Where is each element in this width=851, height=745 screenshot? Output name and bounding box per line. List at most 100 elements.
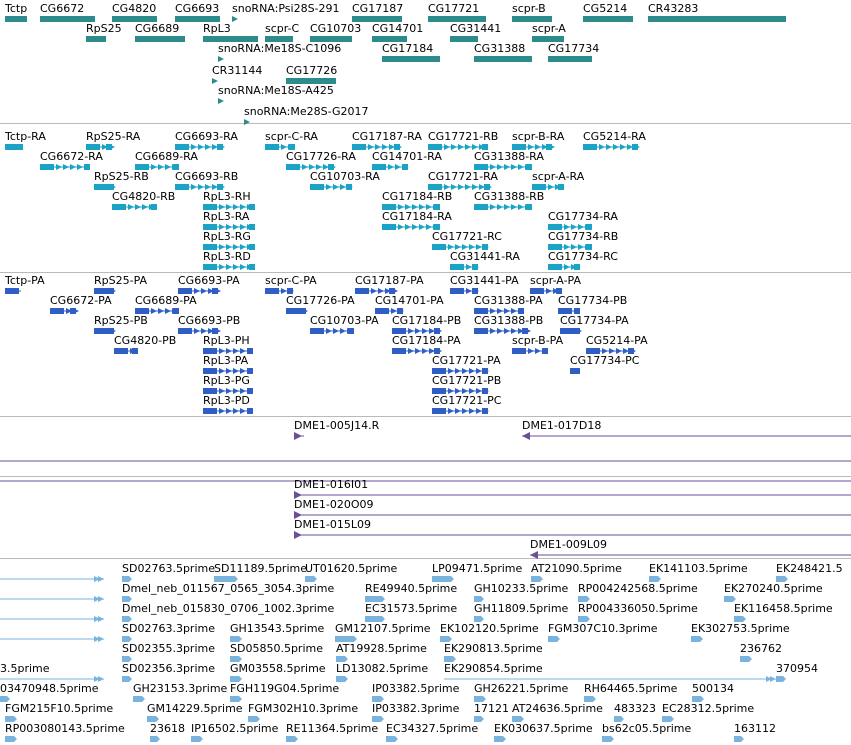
feature-ests[interactable]: IP03382.3prime — [372, 702, 459, 722]
feature-glyph[interactable] — [740, 655, 752, 663]
feature-glyph[interactable] — [474, 55, 532, 63]
feature-cds[interactable]: CG4820-PB — [114, 334, 176, 354]
feature-glyph[interactable] — [548, 243, 592, 251]
feature-glyph[interactable] — [336, 675, 348, 683]
feature-glyph[interactable] — [5, 15, 27, 23]
feature-glyph[interactable] — [0, 457, 851, 465]
feature-glyph[interactable] — [602, 735, 614, 743]
feature-ests[interactable]: SD02763.5prime — [122, 562, 215, 582]
feature-glyph[interactable] — [310, 35, 352, 43]
feature-transcripts[interactable]: CG17184-RB — [382, 190, 452, 210]
feature-cds[interactable]: CG17734-PC — [570, 354, 639, 375]
feature-glyph[interactable] — [512, 15, 552, 23]
feature-glyph[interactable] — [191, 735, 203, 743]
feature-transcripts[interactable]: CG17187-RA — [352, 130, 422, 150]
feature-ests[interactable]: 03470948.5prime — [0, 682, 99, 702]
feature-glyph[interactable] — [586, 347, 636, 355]
feature-gene-span[interactable]: scpr-B — [512, 2, 552, 23]
feature-glyph[interactable] — [474, 307, 524, 315]
feature-transcripts[interactable]: CG17726-RA — [286, 150, 356, 170]
feature-clones[interactable] — [0, 444, 851, 462]
feature-glyph[interactable] — [382, 55, 440, 63]
feature-gene-span[interactable]: RpS25 — [86, 22, 122, 42]
feature-glyph[interactable] — [175, 15, 220, 23]
feature-glyph[interactable] — [352, 15, 402, 23]
feature-transcripts[interactable]: CG10703-RA — [310, 170, 380, 190]
feature-glyph[interactable] — [474, 163, 532, 171]
feature-cds[interactable]: CG6693-PA — [178, 274, 240, 295]
feature-glyph[interactable] — [428, 143, 488, 151]
feature-transcripts[interactable]: RpS25-RA — [86, 130, 140, 150]
feature-ests[interactable]: LP09471.5prime — [432, 562, 522, 582]
feature-glyph[interactable] — [147, 715, 159, 723]
feature-glyph[interactable] — [230, 675, 242, 683]
feature-glyph[interactable] — [294, 511, 851, 519]
feature-gene-span[interactable]: CG14701 — [372, 22, 423, 42]
feature-transcripts[interactable]: CG6693-RA — [175, 130, 238, 150]
feature-glyph[interactable] — [0, 635, 104, 643]
feature-glyph[interactable] — [178, 287, 221, 295]
feature-transcripts[interactable]: CG14701-RA — [372, 150, 442, 170]
feature-ests[interactable]: 483323 — [614, 702, 656, 722]
feature-transcripts[interactable]: CG17721-RB — [428, 130, 498, 151]
feature-ests[interactable]: EK290854.5prime — [444, 662, 776, 682]
feature-clones[interactable]: DME1-016I01 — [294, 478, 851, 499]
feature-glyph[interactable] — [135, 35, 185, 43]
feature-glyph[interactable] — [203, 407, 253, 415]
feature-glyph[interactable] — [294, 531, 851, 539]
feature-glyph[interactable] — [5, 287, 21, 295]
feature-ests[interactable]: RE49940.5prime — [365, 582, 457, 602]
feature-glyph[interactable] — [776, 575, 788, 583]
feature-ests[interactable]: EK102120.5prime — [440, 622, 539, 642]
feature-gene-span[interactable]: CG31388 — [474, 42, 532, 63]
feature-glyph[interactable] — [570, 367, 580, 375]
feature-transcripts[interactable]: CG17734-RA — [548, 210, 618, 231]
feature-glyph[interactable] — [734, 615, 746, 623]
feature-transcripts[interactable]: CG4820-RB — [112, 190, 175, 210]
feature-glyph[interactable] — [203, 35, 258, 43]
feature-glyph[interactable] — [112, 15, 157, 23]
feature-glyph[interactable] — [450, 263, 479, 271]
feature-cds[interactable]: CG17184-PB — [392, 314, 461, 334]
feature-gene-span[interactable]: CG17726 — [286, 64, 337, 84]
feature-glyph[interactable] — [230, 635, 242, 643]
feature-glyph[interactable] — [522, 432, 851, 440]
feature-glyph[interactable] — [248, 715, 260, 723]
feature-glyph[interactable] — [531, 575, 543, 583]
feature-cds[interactable]: CG17726-PA — [286, 294, 355, 314]
feature-glyph[interactable] — [175, 183, 225, 191]
feature-cds[interactable]: RpL3-PG — [203, 374, 253, 395]
feature-glyph[interactable] — [558, 307, 580, 315]
feature-gene-span[interactable]: CG6689 — [135, 22, 185, 43]
feature-glyph[interactable] — [532, 35, 564, 43]
feature-ests[interactable]: 370954 — [776, 662, 818, 682]
feature-glyph[interactable] — [40, 163, 90, 171]
feature-glyph[interactable] — [548, 223, 592, 231]
feature-glyph[interactable] — [5, 143, 23, 151]
feature-glyph[interactable] — [530, 551, 851, 559]
feature-ests[interactable]: AT21090.5prime — [531, 562, 622, 583]
feature-glyph[interactable] — [122, 635, 132, 643]
feature-glyph[interactable] — [532, 183, 564, 191]
feature-ests[interactable]: RH64465.5prime — [584, 682, 677, 702]
feature-ests[interactable]: RP004336050.5prime — [578, 602, 698, 622]
feature-clones[interactable] — [0, 464, 851, 482]
feature-transcripts[interactable]: scpr-B-RA — [512, 130, 564, 150]
feature-cds[interactable]: RpL3-PH — [203, 334, 253, 354]
feature-glyph[interactable] — [474, 327, 531, 335]
feature-glyph[interactable] — [336, 655, 348, 663]
feature-glyph[interactable] — [355, 287, 398, 295]
feature-ests[interactable]: bs62c05.5prime — [602, 722, 691, 743]
feature-ests[interactable] — [0, 602, 104, 622]
feature-glyph[interactable] — [0, 477, 851, 485]
feature-glyph[interactable] — [432, 387, 489, 395]
feature-gene-span[interactable]: RpL3 — [203, 22, 258, 43]
feature-glyph[interactable] — [244, 118, 250, 126]
feature-cds[interactable]: CG31388-PA — [474, 294, 543, 315]
feature-glyph[interactable] — [203, 387, 253, 395]
feature-ests[interactable]: GM03558.5prime — [230, 662, 326, 683]
feature-ests[interactable]: EK141103.5prime — [649, 562, 748, 582]
feature-glyph[interactable] — [203, 243, 255, 251]
feature-ests[interactable]: FGM307C10.3prime — [548, 622, 658, 642]
feature-transcripts[interactable]: scpr-A-RA — [532, 170, 584, 191]
